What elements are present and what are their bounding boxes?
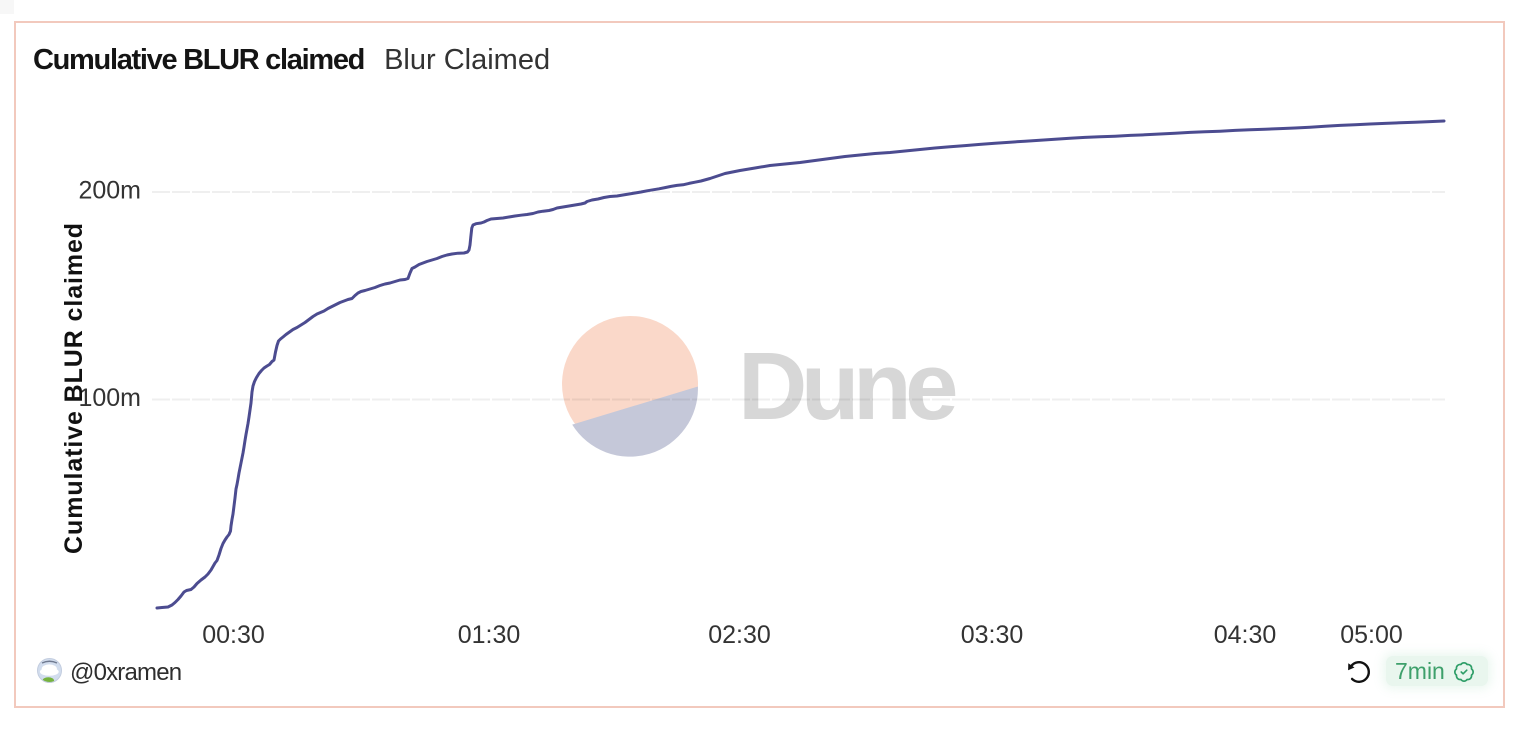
svg-text:00:30: 00:30 bbox=[202, 621, 265, 649]
svg-text:03:30: 03:30 bbox=[961, 621, 1024, 649]
svg-text:Dune: Dune bbox=[738, 333, 956, 440]
svg-text:04:30: 04:30 bbox=[1214, 621, 1277, 649]
svg-text:Cumulative BLUR claimed: Cumulative BLUR claimed bbox=[60, 222, 88, 554]
svg-text:200m: 200m bbox=[78, 177, 141, 205]
svg-text:05:00: 05:00 bbox=[1340, 621, 1403, 649]
svg-text:100m: 100m bbox=[78, 384, 141, 412]
svg-text:02:30: 02:30 bbox=[708, 621, 771, 649]
svg-text:01:30: 01:30 bbox=[458, 621, 521, 649]
